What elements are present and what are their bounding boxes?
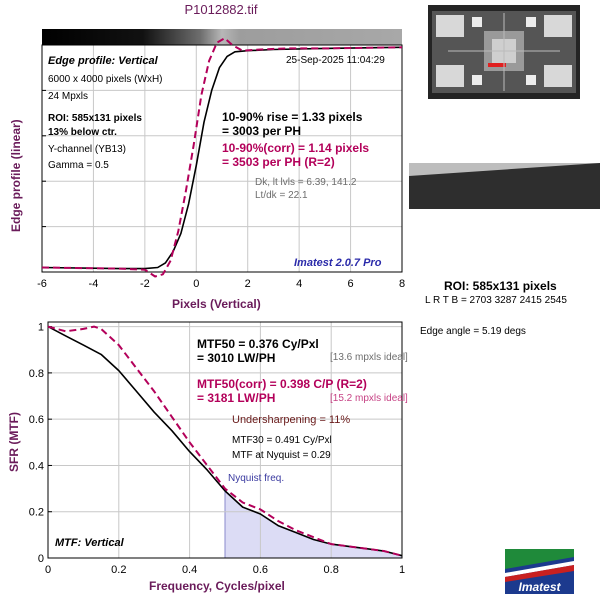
dark-light-levels: Dk, lt lvls = 6.39, 141.2: [255, 177, 357, 188]
roi-lrtb: L R T B = 2703 3287 2415 2545: [425, 295, 567, 306]
roi-size: ROI: 585x131 pixels: [444, 279, 557, 293]
x-tick-label: 0: [193, 278, 199, 290]
x-tick-label: 0: [45, 564, 51, 576]
x-tick-label: 0.2: [111, 564, 126, 576]
y-tick-label: 0.4: [29, 460, 44, 472]
mtf-xlabel: Frequency, Cycles/pixel: [149, 579, 285, 593]
undersharpening: Undersharpening = 11%: [232, 414, 351, 426]
edge-ylabel: Edge profile (linear): [9, 119, 23, 232]
y-tick-label: 0.8: [29, 368, 44, 380]
file-title: P1012882.tif: [184, 2, 258, 17]
edge-info-line: Y-channel (YB13): [48, 144, 127, 155]
x-tick-label: 6: [348, 278, 354, 290]
rise-line-2: = 3003 per PH: [222, 124, 302, 138]
version-label: Imatest 2.0.7 Pro: [294, 257, 382, 269]
corr-rise-line-2: = 3503 per PH (R=2): [222, 155, 335, 169]
x-tick-label: 0.4: [182, 564, 197, 576]
x-tick-label: 0.6: [253, 564, 268, 576]
x-tick-label: -6: [37, 278, 47, 290]
mtf-ylabel: SFR (MTF): [7, 412, 21, 472]
mtf50-line-1: MTF50 = 0.376 Cy/Pxl: [197, 337, 319, 351]
edge-panel-label: Edge profile: Vertical: [48, 55, 158, 67]
y-tick-label: 0: [38, 553, 44, 565]
edge-info-line: ROI: 585x131 pixels: [48, 113, 142, 124]
imatest-logo: Imatest: [505, 549, 574, 594]
edge-info-line: 13% below ctr.: [48, 127, 117, 138]
edge-grid: [42, 44, 402, 273]
edge-roi-thumbnail: [409, 163, 600, 209]
mtf50-corr-line-1: MTF50(corr) = 0.398 C/P (R=2): [197, 377, 367, 391]
edge-info-line: Gamma = 0.5: [48, 160, 109, 171]
mtf-at-nyquist: MTF at Nyquist = 0.29: [232, 450, 331, 461]
y-tick-label: 1: [38, 322, 44, 334]
edge-info-line: 6000 x 4000 pixels (WxH): [48, 74, 163, 85]
rise-line-1: 10-90% rise = 1.33 pixels: [222, 110, 363, 124]
mtf-xticks: 0 0.2 0.4 0.6 0.8 1: [45, 564, 405, 576]
edge-lines: [41, 37, 403, 278]
mtf50-ideal: [13.6 mpxls ideal]: [330, 352, 408, 363]
mtf50-corr-line-2: = 3181 LW/PH: [197, 391, 276, 405]
nyquist-area: [225, 490, 402, 558]
logo-text: Imatest: [518, 580, 561, 594]
x-tick-label: 1: [399, 564, 405, 576]
y-tick-label: 0.2: [29, 507, 44, 519]
x-tick-label: -4: [89, 278, 99, 290]
mtf50-corr-ideal: [15.2 mpxls ideal]: [330, 393, 408, 404]
nyquist-fill: [224, 490, 402, 558]
corr-rise-line-1: 10-90%(corr) = 1.14 pixels: [222, 141, 370, 155]
edge-xticks: -6 -4 -2 0 2 4 6 8: [37, 278, 405, 290]
series-line-corrected: [47, 325, 403, 557]
chart-thumbnail: [428, 5, 580, 99]
x-tick-label: 8: [399, 278, 405, 290]
series-line-corrected: [41, 37, 403, 278]
mtf-plot-frame: [47, 321, 403, 559]
nyquist-label: Nyquist freq.: [228, 473, 285, 484]
x-tick-label: 2: [245, 278, 251, 290]
edge-plot-frame: [41, 44, 403, 273]
edge-gradient-strip: [42, 29, 402, 45]
x-tick-label: 4: [296, 278, 302, 290]
mtf-yticks: 0 0.2 0.4 0.6 0.8 1: [29, 322, 44, 565]
x-tick-label: -2: [140, 278, 150, 290]
y-tick-label: 0.6: [29, 414, 44, 426]
edge-xlabel: Pixels (Vertical): [172, 297, 261, 311]
mtf-grid: [48, 322, 402, 559]
mtf50-line-2: = 3010 LW/PH: [197, 351, 276, 365]
edge-angle: Edge angle = 5.19 degs: [420, 326, 526, 337]
x-tick-label: 0.8: [324, 564, 339, 576]
mtf-panel-label: MTF: Vertical: [55, 537, 124, 549]
light-dark-ratio: Lt/dk = 22.1: [255, 190, 308, 201]
mtf-lines: [47, 325, 403, 557]
edge-date: 25-Sep-2025 11:04:29: [286, 55, 385, 66]
edge-info-line: 24 Mpxls: [48, 91, 89, 102]
mtf30: MTF30 = 0.491 Cy/Pxl: [232, 435, 332, 446]
